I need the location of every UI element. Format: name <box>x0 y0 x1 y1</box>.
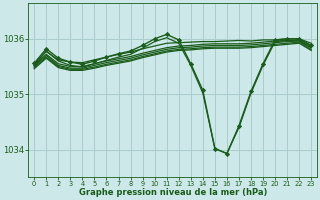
X-axis label: Graphe pression niveau de la mer (hPa): Graphe pression niveau de la mer (hPa) <box>78 188 267 197</box>
